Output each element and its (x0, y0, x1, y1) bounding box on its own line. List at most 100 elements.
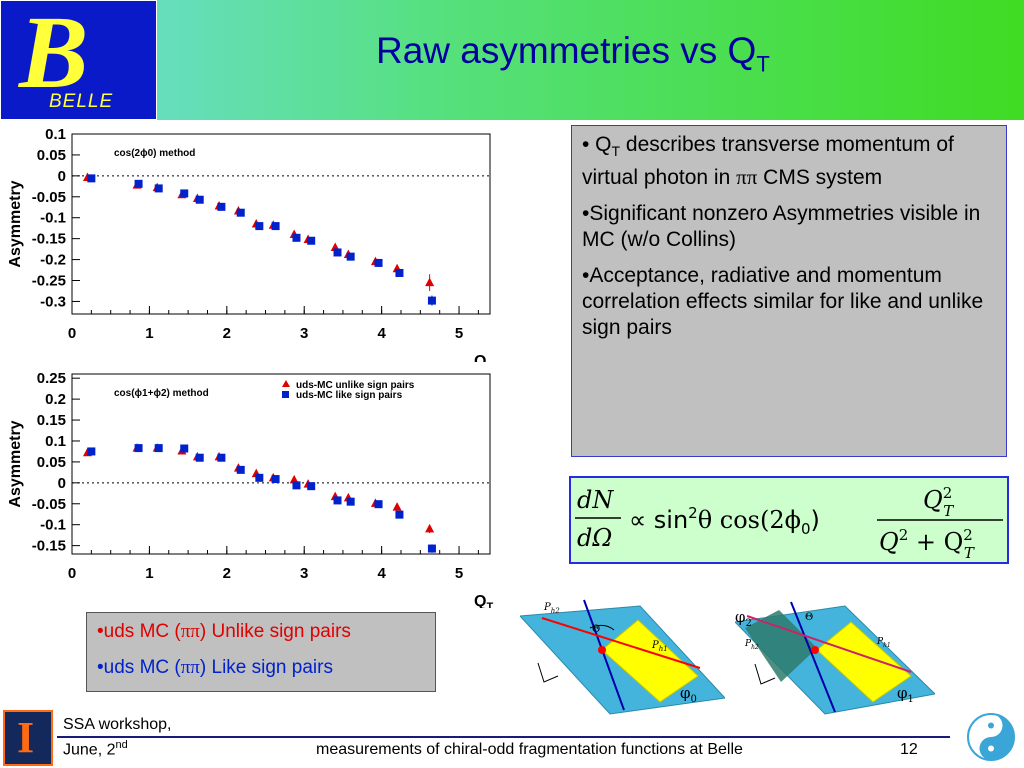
label-theta: Θ (592, 624, 600, 635)
y-tick-label: -0.3 (40, 293, 66, 310)
formula-lhs-den: dΩ (577, 524, 612, 552)
data-point-like (292, 481, 301, 490)
belle-logo-text: BELLE (49, 91, 114, 112)
label-theta: Θ (805, 612, 813, 623)
y-tick-label: 0.1 (45, 433, 66, 450)
bullet-qt: • QT describes transverse momentum of vi… (582, 132, 996, 191)
y-tick-label: 0.1 (45, 126, 66, 143)
frame-axes (754, 663, 776, 685)
label-ph2: Ph2 (543, 602, 560, 615)
x-axis-label: QT (474, 353, 493, 362)
y-axis-label: Asymmetry (7, 180, 24, 267)
y-tick-label: -0.05 (32, 189, 66, 206)
slide-title-main: Raw asymmetries vs Q (376, 30, 757, 71)
footer-workshop: SSA workshop, June, 2nd (63, 714, 172, 760)
x-tick-label: 1 (145, 325, 153, 342)
x-tick-label: 0 (68, 565, 76, 582)
x-tick-label: 2 (223, 325, 231, 342)
vertex-point (598, 646, 606, 654)
bullet-qt-sub: T (611, 143, 621, 160)
data-point-like (307, 482, 316, 491)
bullet-significant: •Significant nonzero Asymmetries visible… (582, 202, 981, 252)
data-point-unlike (289, 474, 299, 484)
x-tick-label: 3 (300, 325, 308, 342)
x-tick-label: 3 (300, 565, 308, 582)
y-tick-label: 0 (58, 475, 66, 492)
y-tick-label: -0.15 (32, 231, 66, 248)
method-annotation: cos(2ϕ0) method (114, 148, 195, 159)
data-point-like (236, 208, 245, 217)
hadron-axis (541, 617, 701, 669)
thrust-axis (790, 601, 836, 713)
bullet-qt-prefix: • Q (582, 133, 612, 156)
data-point-like (271, 222, 280, 231)
legend-entry: uds-MC unlike sign pairs (296, 380, 415, 391)
plane-hadron1 (816, 621, 912, 703)
data-point-unlike (425, 523, 435, 533)
asymmetry-chart-cos2phi0: 0.10.050-0.05-0.1-0.15-0.2-0.25-0.30 1 2 3 4… (0, 122, 500, 362)
legend-like: •uds MC (ππ) Like sign pairs (97, 657, 333, 678)
y-tick-label: -0.1 (40, 210, 66, 227)
header-bar (0, 0, 1024, 120)
data-point-like (255, 222, 264, 231)
y-tick-label: 0.25 (37, 370, 66, 387)
yin-yang-logo (967, 713, 1015, 761)
x-tick-label: 0 (68, 325, 76, 342)
series-legend-box: •uds MC (ππ) Unlike sign pairs •uds MC (… (86, 612, 436, 692)
illinois-logo-letter: I (17, 713, 35, 762)
label-ph2: Ph2 (744, 639, 759, 651)
y-tick-label: 0.15 (37, 412, 66, 429)
data-point-like (180, 189, 189, 198)
data-point-like (292, 233, 301, 242)
y-tick-label: 0.2 (45, 391, 66, 408)
data-point-like (195, 453, 204, 462)
data-point-like (307, 236, 316, 245)
y-tick-label: -0.1 (40, 517, 66, 534)
kinematics-diagram-phi1-phi2: φ2 Θ Ph2 Ph1 φ1 (735, 601, 935, 715)
formula-lhs-num: dN (577, 486, 614, 514)
y-tick-label: -0.25 (32, 273, 66, 290)
bullet-qt-greek: ππ (736, 165, 758, 190)
y-tick-label: -0.05 (32, 496, 66, 513)
data-point-unlike (392, 502, 402, 511)
vertex-point (811, 646, 819, 654)
footer-workshop-line1: SSA workshop, (63, 716, 172, 733)
asymmetry-chart-cosphi1phi2: 0.250.20.150.10.050-0.05-0.1-0.150 1 2 3 4 5A… (0, 362, 500, 608)
data-point-like (374, 258, 383, 267)
y-tick-label: 0 (58, 168, 66, 185)
data-point-like (134, 179, 143, 188)
x-tick-label: 4 (377, 565, 386, 582)
plot-frame (71, 133, 491, 315)
label-ph1: Ph1 (651, 640, 668, 653)
data-point-like (134, 444, 143, 453)
legend-unlike: •uds MC (ππ) Unlike sign pairs (97, 621, 351, 642)
label-phi0: φ0 (680, 684, 697, 705)
data-point-like (271, 475, 280, 484)
data-point-unlike (425, 277, 435, 287)
frame-axes (537, 662, 559, 683)
formula-rhs-den: Q2 + Q2 T (879, 526, 975, 562)
footer-rule (57, 736, 950, 738)
data-point-like (87, 447, 96, 456)
bullet-text-box: • QT describes transverse momentum of vi… (571, 125, 1007, 457)
label-ph1: Ph1 (876, 637, 891, 649)
formula-graphic: dN dΩ ∝ sin2θ cos(2ϕ0) Q2 T Q2 + Q2 T (575, 484, 1003, 562)
data-point-like (217, 453, 226, 462)
hadron-axis (746, 615, 912, 673)
data-point-like (154, 444, 163, 453)
data-point-like (180, 444, 189, 453)
data-point-like (427, 544, 436, 553)
x-tick-label: 5 (455, 325, 463, 342)
y-tick-label: 0.05 (37, 454, 66, 471)
footer-talk-title: measurements of chiral-odd fragmentation… (316, 741, 743, 758)
legend-marker-like (282, 391, 289, 398)
data-point-like (427, 296, 436, 305)
data-point-like (154, 184, 163, 193)
belle-logo: B BELLE (0, 0, 157, 120)
plane-hadron (601, 619, 699, 703)
bullet-qt-suffix: CMS system (757, 166, 883, 190)
formula-middle: ∝ sin2θ cos(2ϕ0) (629, 504, 820, 538)
belle-logo-letter: B (19, 0, 89, 110)
y-tick-label: -0.2 (40, 252, 66, 269)
data-point-like (333, 496, 342, 505)
